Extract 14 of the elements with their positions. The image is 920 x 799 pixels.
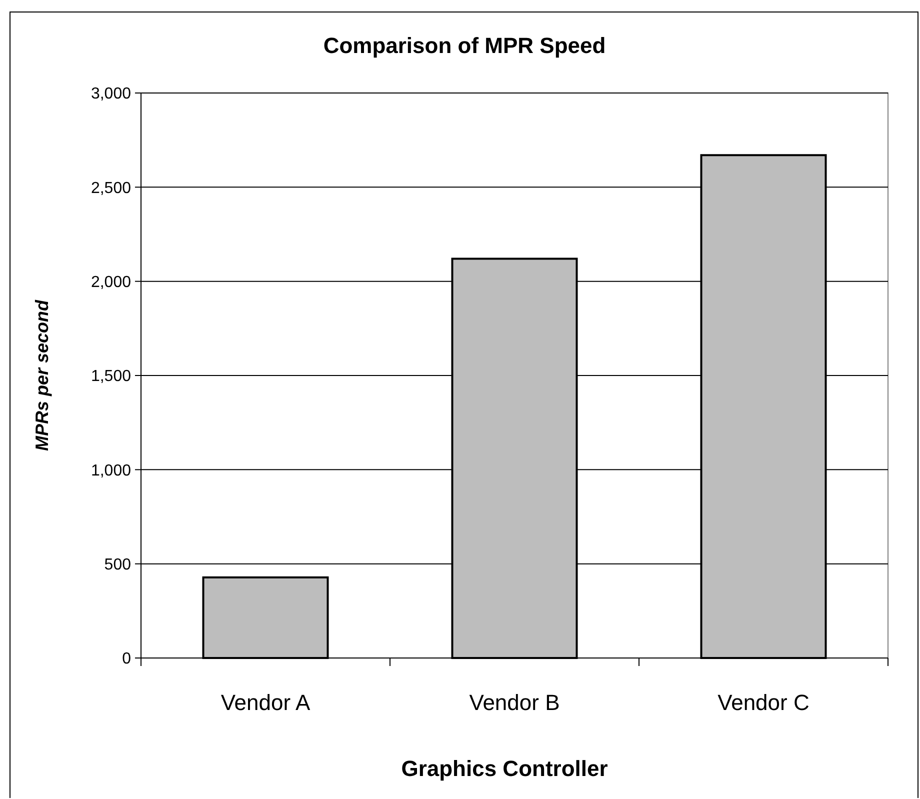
bar [202,576,329,659]
y-tick-label: 2,000 [90,274,132,291]
x-axis-title: Graphics Controller [401,756,608,781]
y-axis-title: MPRs per second [32,298,52,452]
y-tick-label: 500 [104,556,132,574]
y-tick-label: 1,500 [90,368,132,386]
x-tick-label: Vendor C [718,690,810,715]
y-tick-label: 3,000 [90,86,132,103]
x-tick-label: Vendor B [469,690,560,715]
chart-title: Comparison of MPR Speed [323,33,606,58]
y-tick-label: 2,500 [90,180,132,197]
x-tick-label: Vendor A [220,690,310,715]
y-tick-label: 1,000 [90,462,132,480]
y-tick-label: 0 [122,650,132,668]
